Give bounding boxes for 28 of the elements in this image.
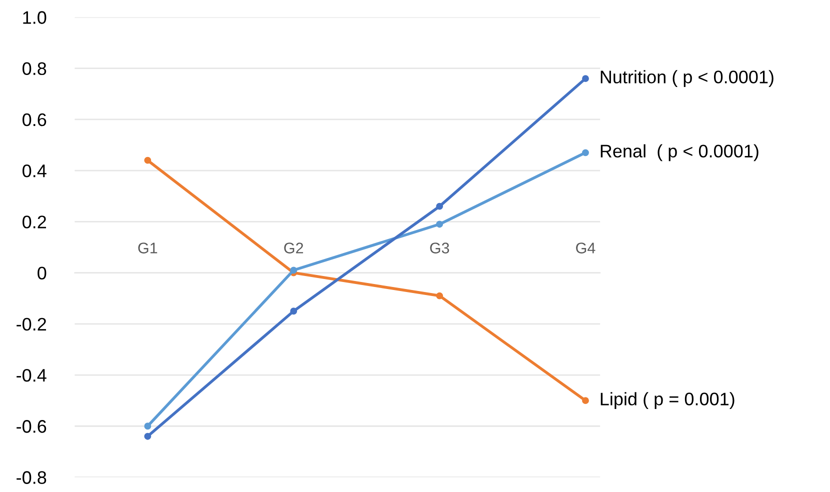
y-tick-label: -0.8 (16, 471, 46, 484)
point (582, 149, 589, 156)
point (290, 308, 298, 315)
point (144, 156, 152, 164)
series-label: Nutrition ( p < 0.0001) (600, 70, 774, 87)
series-label: Renal ( p < 0.0001) (600, 144, 758, 162)
point (582, 397, 589, 404)
series-label: Lipid ( p = 0.001) (600, 392, 734, 409)
y-tick-label: 0.8 (22, 62, 46, 76)
y-tick-label: 0.6 (22, 113, 46, 126)
point (436, 292, 444, 300)
y-tick-label: -0.2 (16, 318, 46, 331)
y-tick-label: 0.4 (22, 164, 46, 178)
x-tick-label: G4 (576, 242, 596, 254)
point (144, 422, 152, 430)
point (436, 202, 444, 210)
y-tick-label: -0.4 (16, 368, 46, 382)
y-tick-label: 0 (38, 266, 46, 280)
x-tick-label: G1 (138, 242, 158, 254)
x-tick-label: G2 (284, 242, 304, 254)
y-tick-label: 1.0 (23, 11, 46, 24)
x-tick-label: G3 (430, 242, 450, 254)
point (290, 266, 298, 274)
point (436, 220, 444, 228)
point (144, 432, 152, 440)
point (582, 75, 589, 82)
y-tick-label: 0.2 (22, 216, 46, 228)
y-tick-label: -0.6 (16, 420, 46, 433)
